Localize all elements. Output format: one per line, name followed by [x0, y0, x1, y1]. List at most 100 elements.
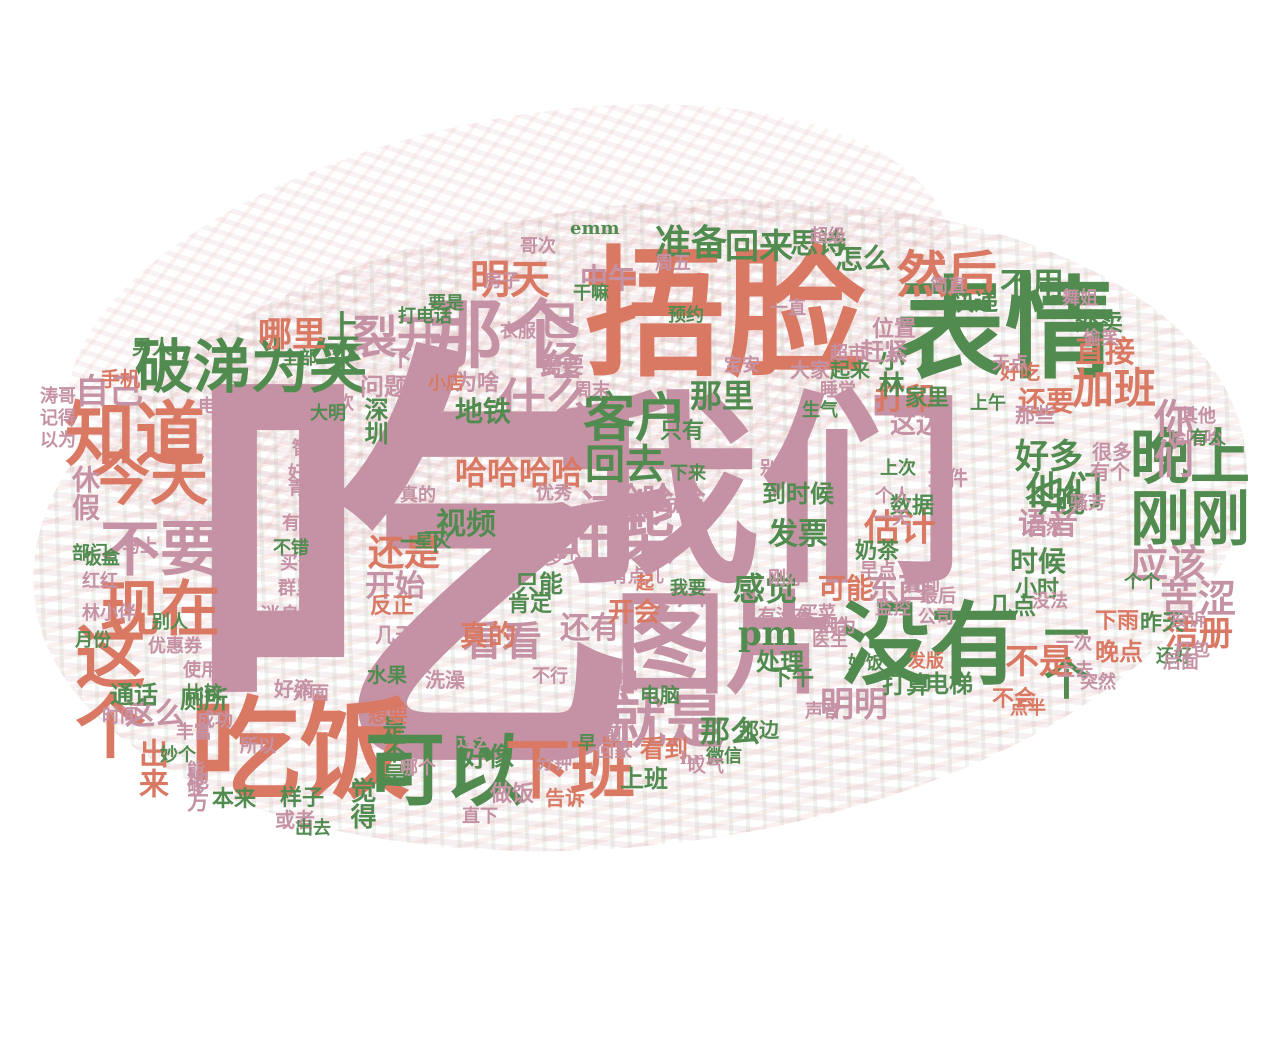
word: 超市 — [830, 343, 866, 364]
word: 就是 — [608, 688, 725, 756]
word: 回去 — [585, 441, 665, 488]
word: 休假 — [68, 465, 101, 521]
word: 上来 — [322, 310, 360, 374]
word: 我们 — [555, 372, 965, 612]
word: 不想 — [590, 667, 638, 696]
word: 以为 — [40, 430, 76, 451]
word: 样子 — [280, 785, 325, 811]
word: 快递 — [950, 287, 998, 316]
word: 位置 — [872, 316, 917, 342]
word: 数据 — [890, 493, 935, 519]
word: 小店 — [428, 373, 464, 394]
word: 只能 — [515, 569, 563, 598]
word: 过来 — [580, 486, 660, 533]
word: 想要 — [368, 703, 408, 727]
word: 自己 — [75, 372, 143, 412]
word: 可能 — [818, 572, 875, 605]
word: 早点 — [860, 560, 896, 581]
word: 文件 — [928, 466, 968, 490]
word: 真的 — [460, 619, 517, 652]
word: 两个 — [668, 495, 708, 519]
word: 一下 — [400, 527, 448, 556]
word: 打算 — [882, 670, 930, 699]
word: 表情 — [895, 265, 1115, 394]
word: 洁册 — [1165, 614, 1233, 654]
word: 消息 — [260, 603, 300, 627]
word: 看到 — [904, 575, 940, 596]
word: 早 — [578, 733, 596, 754]
word: 破涕为笑 — [135, 333, 368, 401]
word: 大家 — [790, 358, 830, 382]
word: 直下 — [462, 806, 498, 827]
word: 不是 — [1005, 642, 1073, 682]
word: 通话 — [110, 680, 158, 709]
word: 最后 — [920, 586, 956, 607]
word: 没有 — [840, 592, 1020, 698]
word: 已经 — [533, 300, 580, 380]
word: 图片 — [615, 580, 835, 709]
word: 分钟 — [536, 753, 572, 774]
word: 优惠券 — [148, 636, 202, 657]
word: 打印 — [875, 382, 935, 417]
word: emm — [570, 218, 620, 239]
word: 一次 — [1056, 633, 1092, 654]
word: 真的 — [400, 485, 436, 506]
word: 多少 — [545, 548, 581, 569]
word: 刚刚 — [1130, 485, 1250, 555]
word: 觉得 — [346, 777, 376, 829]
word: 投诉 — [1170, 610, 1206, 631]
word: 使用 — [183, 660, 219, 681]
word: 声音 — [805, 701, 841, 722]
word: 是不是 — [378, 715, 407, 787]
word: 这么 — [125, 697, 185, 732]
word: 下午 — [770, 665, 815, 691]
word: 一天 — [874, 508, 910, 529]
word: 周五 — [655, 253, 691, 274]
word: 知道 — [65, 393, 205, 476]
word: 这边 — [890, 410, 943, 440]
word: 哈哈哈 — [610, 480, 707, 518]
word: 东西 — [868, 572, 928, 607]
word: 有点儿 — [610, 566, 664, 587]
word: 看到 — [640, 734, 688, 763]
word: 吃饭 — [190, 685, 410, 814]
word: 衣服 — [500, 321, 536, 342]
word: 下去 — [390, 346, 435, 372]
word: 还有 — [560, 611, 620, 646]
word: 上次 — [880, 458, 916, 479]
word: 医生 — [812, 630, 848, 651]
word: 下来 — [670, 463, 706, 484]
word: 本来 — [212, 786, 257, 812]
word: 上午 — [970, 393, 1006, 414]
word: 或者 — [275, 808, 315, 832]
word: 买个 — [280, 553, 316, 574]
word: 水果 — [367, 663, 407, 687]
word: 应该 — [1130, 541, 1207, 586]
word: 打电话 — [398, 306, 452, 327]
word: 公司 — [918, 607, 954, 628]
word: 进去 — [212, 403, 248, 424]
word: 可以 — [365, 723, 525, 817]
word: 裂开 — [352, 311, 443, 364]
word: 不会 — [992, 686, 1037, 712]
word: 喜欢 — [318, 393, 354, 414]
word: 月份 — [75, 630, 111, 651]
word: 没法 — [1032, 591, 1068, 612]
word: 今晚 — [1025, 485, 1085, 520]
word: 只有 — [660, 418, 705, 444]
word: 下班 — [505, 732, 636, 808]
word: 告诉 — [545, 786, 585, 810]
word: 今年 — [668, 585, 713, 611]
word: 电话 — [198, 396, 234, 417]
word: 哥次 — [520, 236, 556, 257]
word: 微信 — [706, 746, 742, 767]
word: 房子 — [484, 271, 520, 292]
word: 怎么 — [835, 242, 892, 275]
word: 马上 — [122, 536, 158, 557]
word: 还是 — [368, 532, 441, 574]
word: 刚好 — [768, 568, 804, 589]
word: 妙个 — [160, 745, 196, 766]
word: 地铁 — [455, 395, 512, 428]
word: 外卖 — [1075, 307, 1123, 336]
